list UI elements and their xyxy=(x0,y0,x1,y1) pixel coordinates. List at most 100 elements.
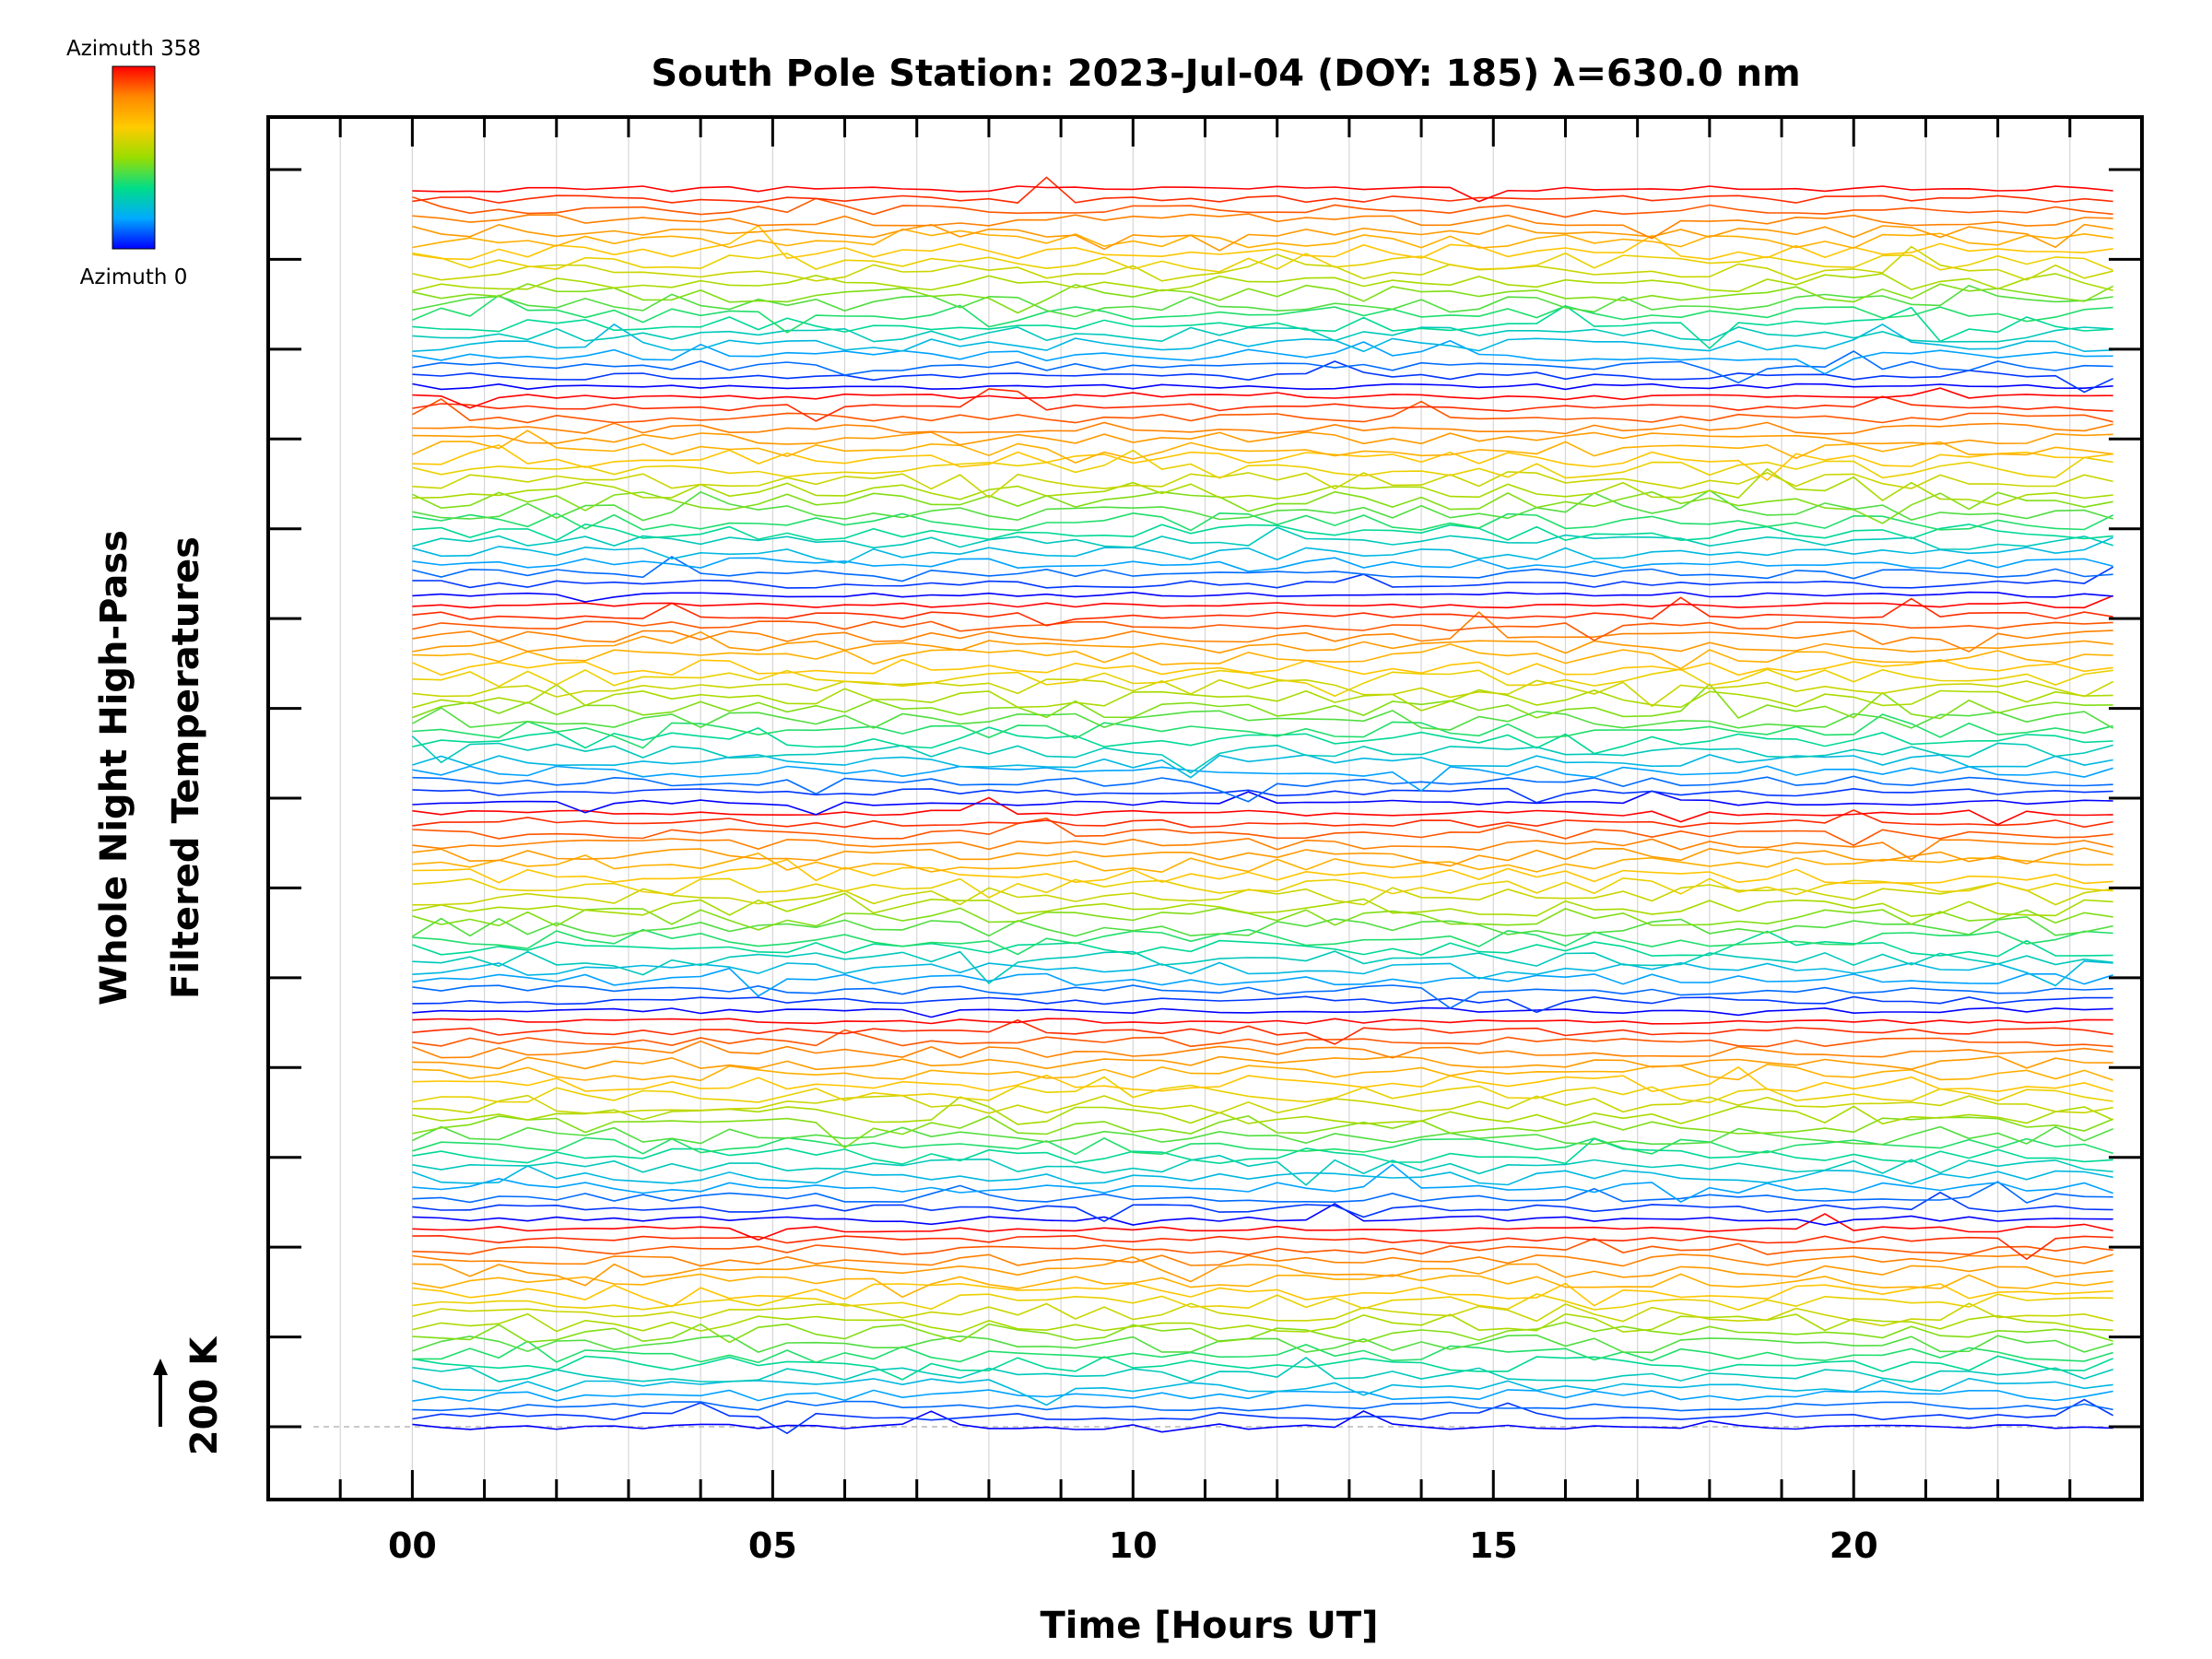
azimuth-series-line xyxy=(411,735,2113,774)
azimuth-series-line xyxy=(412,1340,2113,1364)
azimuth-series-line xyxy=(412,1163,2113,1204)
azimuth-series-line xyxy=(412,1377,2113,1406)
azimuth-series-line xyxy=(412,809,2113,829)
azimuth-series-line xyxy=(412,1334,2113,1354)
azimuth-series-line xyxy=(412,245,2113,282)
azimuth-series-line xyxy=(412,796,2113,826)
azimuth-series-line xyxy=(412,224,2113,261)
azimuth-series-line xyxy=(412,596,2113,627)
azimuth-series-line xyxy=(412,512,2114,532)
azimuth-series-line xyxy=(412,643,2113,670)
azimuth-series-line xyxy=(412,223,2113,252)
azimuth-series-line xyxy=(412,1094,2113,1114)
x-tick-label: 10 xyxy=(1109,1525,1158,1566)
azimuth-series-line xyxy=(412,1154,2113,1186)
azimuth-series-line xyxy=(412,471,2113,499)
azimuth-series-line xyxy=(412,1115,2114,1149)
azimuth-series-line xyxy=(412,1040,2113,1059)
azimuth-series-line xyxy=(412,1137,2113,1165)
azimuth-series-line xyxy=(412,1018,2113,1025)
azimuth-series-line xyxy=(412,382,2113,391)
azimuth-series-line xyxy=(412,1253,2113,1267)
azimuth-series-line xyxy=(412,283,2114,314)
azimuth-series-line xyxy=(412,449,2113,479)
azimuth-series-line xyxy=(412,1203,2113,1226)
azimuth-series-line xyxy=(412,566,2114,589)
azimuth-series-line xyxy=(412,611,2113,653)
azimuth-series-line xyxy=(412,882,2113,906)
azimuth-series-line xyxy=(412,1165,2113,1186)
azimuth-series-line xyxy=(412,1302,2113,1327)
azimuth-series-line xyxy=(412,444,2113,482)
x-tick-label: 20 xyxy=(1830,1525,1878,1566)
azimuth-series-line xyxy=(412,557,2113,572)
azimuth-series-line xyxy=(412,1076,2113,1104)
azimuth-series-line xyxy=(412,1213,2113,1241)
azimuth-series-line xyxy=(412,713,2113,749)
azimuth-series-line xyxy=(412,398,2113,424)
azimuth-series-line xyxy=(412,252,2114,273)
plot-frame xyxy=(266,115,2144,1501)
azimuth-series-line xyxy=(412,421,2113,435)
azimuth-series-line xyxy=(412,907,2113,931)
azimuth-series-line xyxy=(412,930,2113,958)
x-tick-label: 05 xyxy=(748,1525,797,1566)
azimuth-series-line xyxy=(412,707,2114,731)
azimuth-series-line xyxy=(412,892,2113,918)
colorbar-bottom-label: Azimuth 0 xyxy=(80,265,188,289)
azimuth-series-line xyxy=(412,185,2113,203)
azimuth-series-line xyxy=(412,176,2113,204)
azimuth-series-line xyxy=(412,754,2113,779)
azimuth-series-line xyxy=(412,339,2113,375)
series-traces xyxy=(411,176,2114,1435)
azimuth-series-line xyxy=(412,658,2113,677)
azimuth-series-line xyxy=(412,536,2114,564)
azimuth-series-line xyxy=(412,1410,2113,1433)
azimuth-series-line xyxy=(412,790,2113,816)
azimuth-series-line xyxy=(412,995,2113,1014)
colorbar-top-label: Azimuth 358 xyxy=(66,37,201,61)
azimuth-series-line xyxy=(412,591,2113,603)
azimuth-series-line xyxy=(412,1400,2113,1412)
axis-tick-labels: 00 05 10 15 20 xyxy=(388,1525,1878,1566)
azimuth-series-line xyxy=(412,1055,2113,1071)
azimuth-series-line xyxy=(412,847,2113,867)
azimuth-series-line xyxy=(412,726,2113,755)
azimuth-series-line xyxy=(412,1398,2114,1435)
azimuth-series-line xyxy=(412,196,2113,218)
azimuth-series-line xyxy=(412,350,2113,384)
x-axis-title: Time [Hours UT] xyxy=(1041,1605,1379,1647)
azimuth-series-line xyxy=(412,1029,2113,1048)
azimuth-series-line xyxy=(412,1065,2113,1093)
azimuth-series-line xyxy=(412,1293,2113,1311)
azimuth-series-line xyxy=(412,523,2113,542)
azimuth-series-line xyxy=(412,684,2113,712)
azimuth-series-line xyxy=(412,323,2113,353)
azimuth-series-line xyxy=(412,304,2113,350)
y-scale-label: 200 K xyxy=(183,1335,226,1455)
azimuth-series-line xyxy=(412,594,2114,609)
azimuth-series-line xyxy=(412,1181,2113,1204)
azimuth-series-line xyxy=(412,668,2113,698)
azimuth-series-line xyxy=(412,273,2113,293)
azimuth-series-line xyxy=(412,630,2113,654)
azimuth-series-line xyxy=(412,818,2113,847)
azimuth-series-line xyxy=(412,1273,2113,1299)
azimuth-series-line xyxy=(412,858,2113,885)
azimuth-series-line xyxy=(412,1063,2113,1082)
azimuth-series-line xyxy=(412,1018,2113,1045)
azimuth-series-line xyxy=(412,837,2113,861)
azimuth-series-line xyxy=(412,1136,2113,1156)
chart-title: South Pole Station: 2023-Jul-04 (DOY: 18… xyxy=(651,53,1800,95)
azimuth-series-line xyxy=(412,1256,2113,1287)
y-axis-title-line2: Filtered Temperatures xyxy=(165,536,207,999)
azimuth-series-line xyxy=(412,213,2113,240)
azimuth-series-line xyxy=(412,1389,2113,1402)
x-tick-label: 00 xyxy=(388,1525,437,1566)
azimuth-series-line xyxy=(412,429,2113,464)
azimuth-series-line xyxy=(412,556,2113,582)
azimuth-series-line xyxy=(412,877,2113,899)
azimuth-series-line xyxy=(412,1237,2113,1256)
azimuth-series-line xyxy=(412,467,2113,506)
